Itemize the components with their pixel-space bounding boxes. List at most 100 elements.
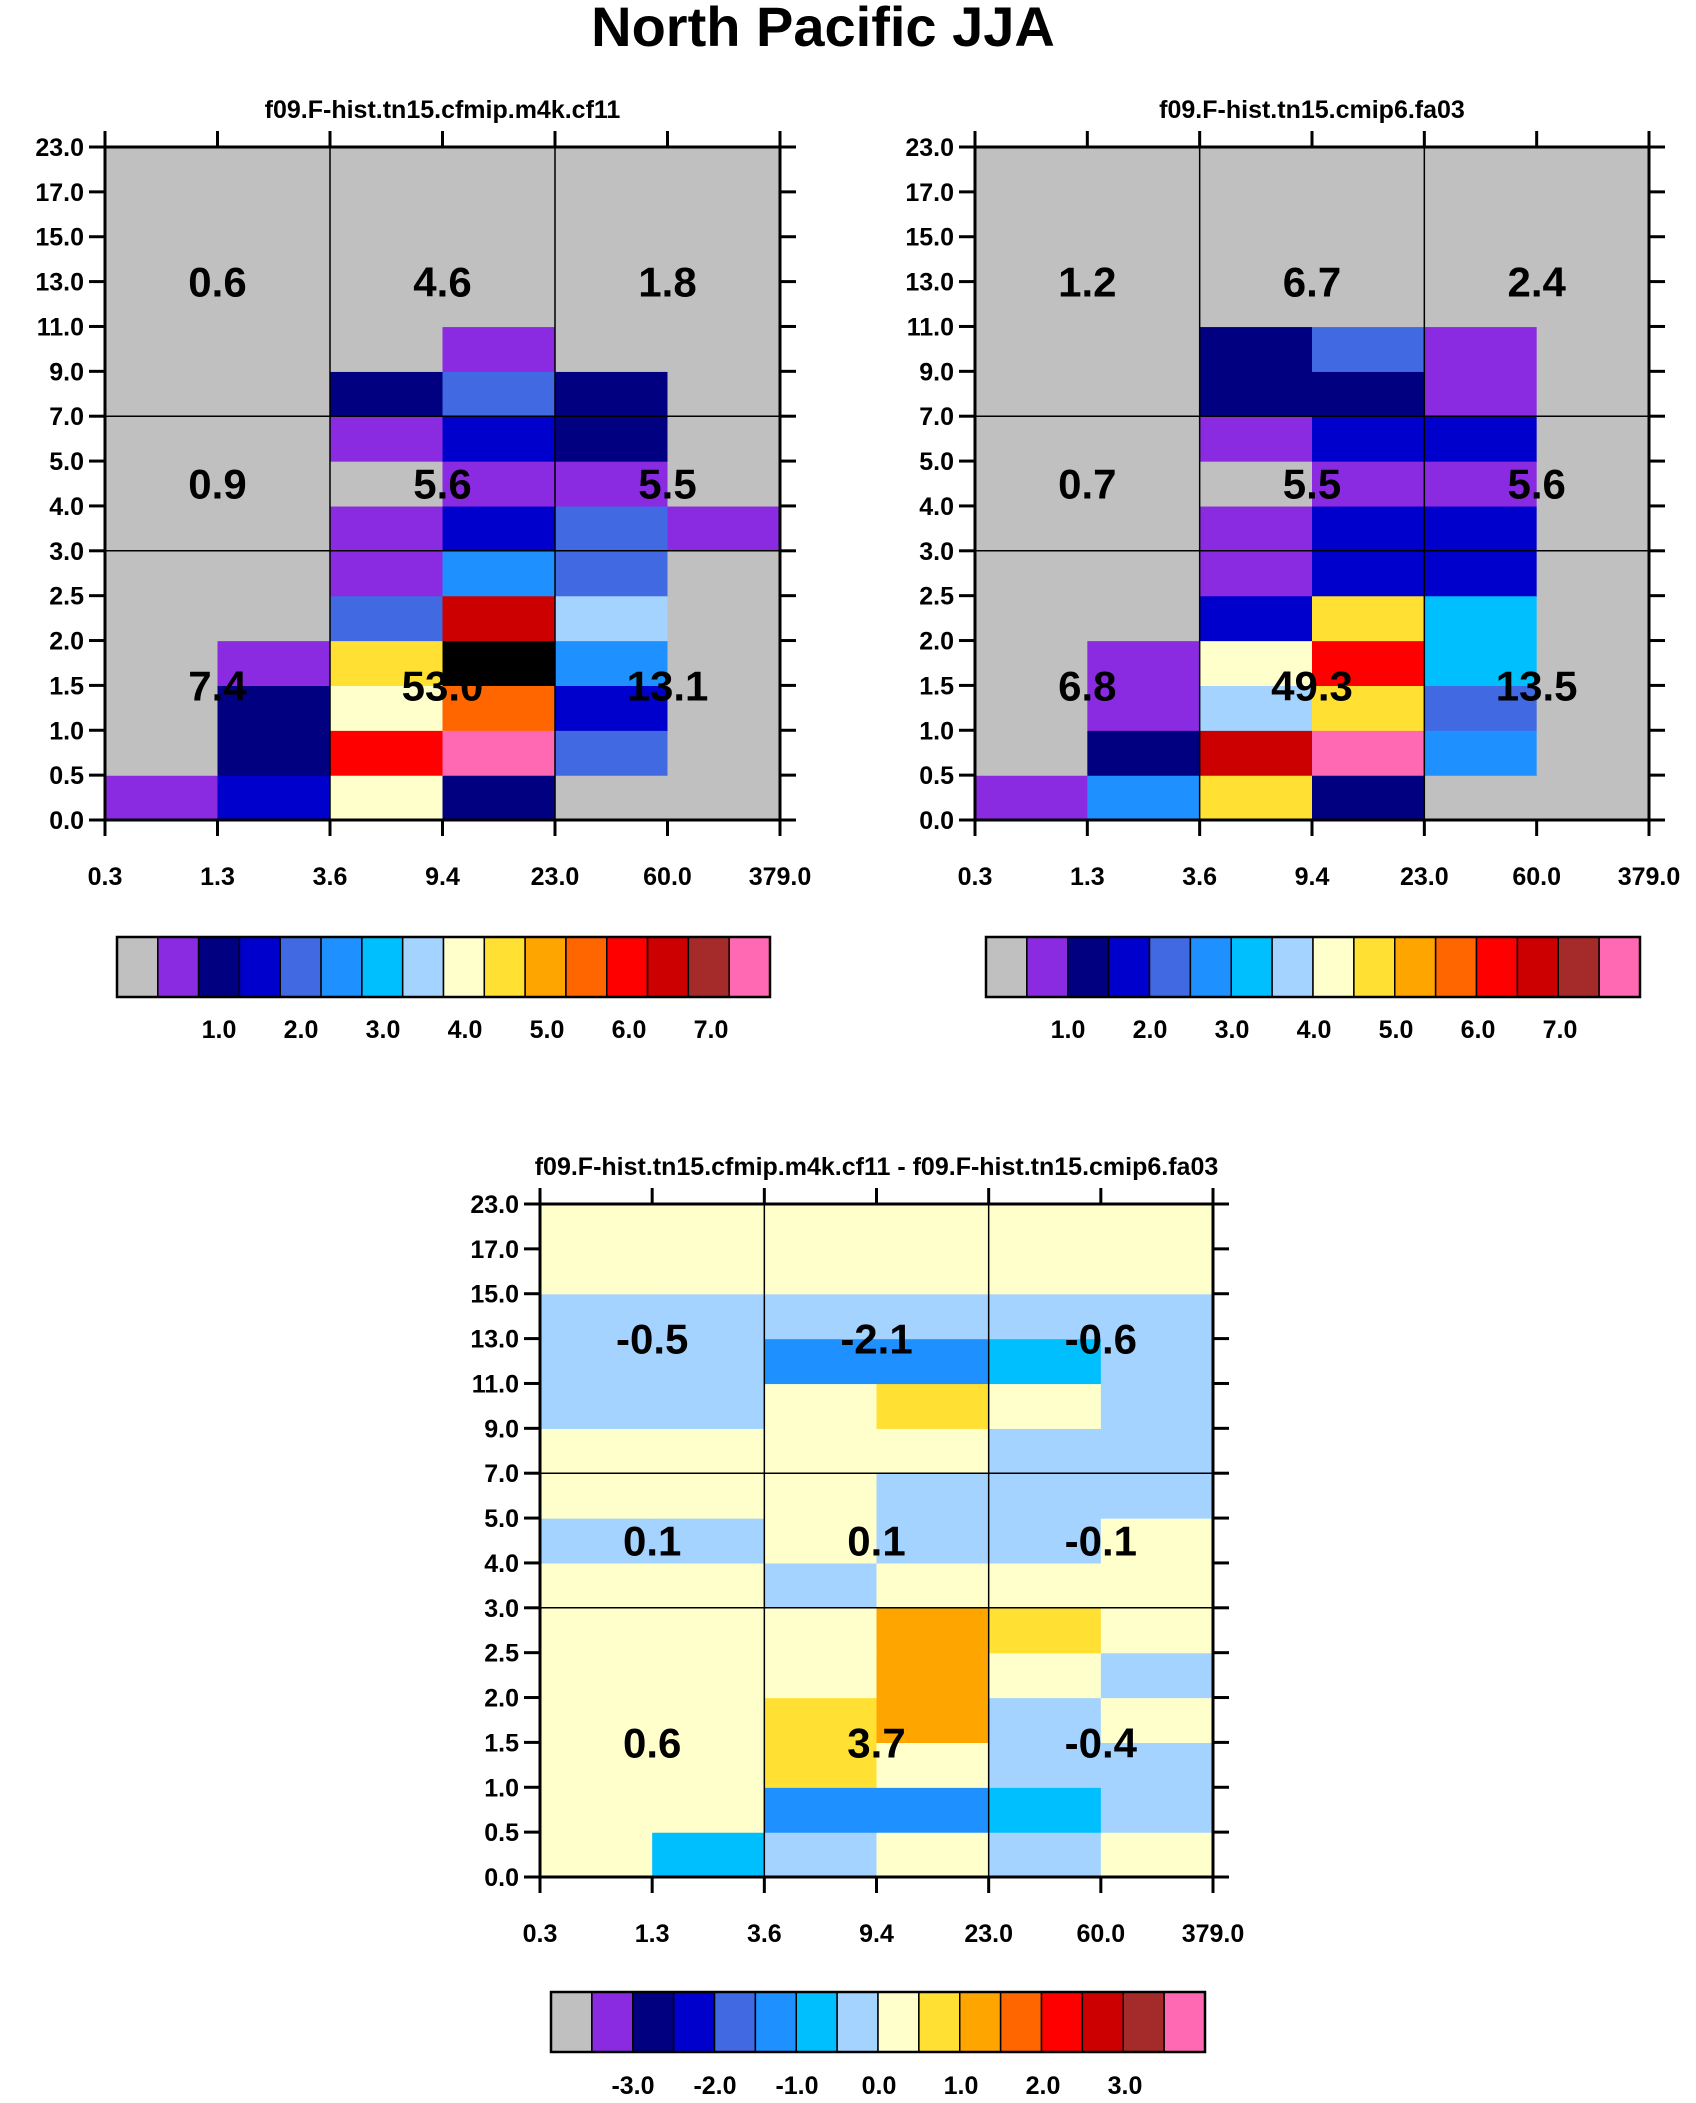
heatmap-cell <box>975 775 1088 821</box>
block-value-label: -0.4 <box>1065 1719 1138 1766</box>
heatmap-cell <box>555 775 669 821</box>
heatmap-cell <box>1424 550 1538 597</box>
block-value-label: 6.7 <box>1283 259 1341 306</box>
heatmap-cell <box>975 236 1088 283</box>
heatmap-cell <box>1100 1787 1214 1833</box>
block-value-label: -0.6 <box>1065 1316 1137 1363</box>
heatmap-cell <box>1100 1518 1214 1564</box>
heatmap-cell <box>1536 550 1650 597</box>
colorbar-swatch <box>442 936 486 998</box>
heatmap-cell <box>330 730 444 776</box>
heatmap-cell <box>442 461 556 507</box>
heatmap-cell <box>652 1428 765 1474</box>
heatmap-cell <box>1312 147 1425 193</box>
y-tick-label: 1.0 <box>919 717 954 745</box>
heatmap-cell <box>330 505 444 552</box>
heatmap-cell <box>1199 595 1313 642</box>
heatmap-cell <box>1536 371 1650 417</box>
heatmap-cell <box>876 1338 990 1385</box>
heatmap-cell <box>540 1518 653 1564</box>
heatmap-cell <box>540 1787 653 1833</box>
heatmap-cell <box>1100 1293 1214 1340</box>
heatmap-cell <box>988 1204 1102 1250</box>
colorbar-swatch <box>279 936 322 998</box>
heatmap-cell <box>217 461 331 507</box>
heatmap-cell <box>1087 640 1201 686</box>
heatmap-cell <box>667 730 781 776</box>
x-tick-label: 23.0 <box>1400 863 1449 891</box>
page-title: North Pacific JJA <box>591 0 1055 58</box>
heatmap-cell <box>975 505 1088 552</box>
block-value-label: 0.6 <box>623 1719 681 1766</box>
heatmap-cell <box>1087 281 1201 328</box>
heatmap-cell <box>105 236 219 283</box>
heatmap-cell <box>1087 550 1201 597</box>
heatmap-cell <box>442 147 556 193</box>
heatmap-cell <box>105 550 219 597</box>
heatmap-cell <box>1312 461 1425 507</box>
heatmap-cell <box>330 326 444 372</box>
x-tick-label: 1.3 <box>1070 863 1105 891</box>
heatmap-cell <box>764 1428 878 1474</box>
block-value-label: 5.5 <box>1283 461 1341 508</box>
colorbar-swatch <box>238 936 282 998</box>
heatmap-cell <box>540 1428 653 1474</box>
colorbar-swatch <box>361 936 404 998</box>
heatmap-cell <box>1536 281 1650 328</box>
y-tick-label: 7.0 <box>484 1460 519 1488</box>
heatmap-cell <box>1312 640 1425 686</box>
x-tick-label: 9.4 <box>425 863 460 891</box>
heatmap-cell <box>975 685 1088 731</box>
heatmap-cell <box>988 1787 1102 1833</box>
heatmap-cell <box>105 191 219 238</box>
x-tick-label: 3.6 <box>313 863 348 891</box>
heatmap-cell <box>442 371 556 417</box>
block-value-label: 13.1 <box>627 662 709 709</box>
heatmap-cell <box>540 1204 653 1250</box>
panel-title: f09.F-hist.tn15.cfmip.m4k.cf11 <box>265 96 621 124</box>
block-value-label: 1.8 <box>638 259 696 306</box>
heatmap-cell <box>442 416 556 462</box>
heatmap-cell <box>1312 730 1425 776</box>
heatmap-cell <box>555 685 669 731</box>
block-value-label: -2.1 <box>840 1316 912 1363</box>
heatmap-cell <box>442 236 556 283</box>
y-tick-label: 15.0 <box>35 224 84 252</box>
block-value-label: 6.8 <box>1058 662 1116 709</box>
heatmap-cell <box>1100 1742 1214 1788</box>
heatmap-cell <box>330 775 444 821</box>
heatmap-cell <box>764 1204 878 1250</box>
heatmap-cell <box>540 1338 653 1385</box>
heatmap-cell <box>1312 371 1425 417</box>
heatmap-cell <box>555 461 669 507</box>
block-value-label: 7.4 <box>188 662 247 709</box>
y-tick-label: 11.0 <box>472 1370 519 1398</box>
heatmap-cell <box>1199 775 1313 821</box>
heatmap-cell <box>652 1473 765 1519</box>
heatmap-cell <box>1424 775 1538 821</box>
colorbar-label: 6.0 <box>612 1016 647 1044</box>
colorbar-swatch <box>1516 936 1560 998</box>
heatmap-cell <box>975 281 1088 328</box>
y-tick-label: 11.0 <box>907 313 954 341</box>
y-tick-label: 5.0 <box>484 1505 519 1533</box>
heatmap-cell <box>1100 1204 1214 1250</box>
y-tick-label: 1.5 <box>49 672 84 700</box>
heatmap-cell <box>667 236 781 283</box>
block-value-label: 4.6 <box>413 259 471 306</box>
colorbar-label: 7.0 <box>1543 1016 1578 1044</box>
heatmap-cell <box>217 147 331 193</box>
heatmap-cell <box>555 326 669 372</box>
heatmap-cell <box>1199 550 1313 597</box>
heatmap-cell <box>988 1473 1102 1519</box>
x-tick-label: 9.4 <box>1295 863 1330 891</box>
heatmap-cell <box>330 550 444 597</box>
heatmap-cell <box>217 595 331 642</box>
heatmap-cell <box>442 595 556 642</box>
colorbar-label: 4.0 <box>448 1016 483 1044</box>
heatmap-cell <box>442 191 556 238</box>
heatmap-cell <box>1199 281 1313 328</box>
heatmap-cell <box>876 1428 990 1474</box>
heatmap-cell <box>1087 236 1201 283</box>
colorbar-swatch <box>1163 1991 1206 2053</box>
